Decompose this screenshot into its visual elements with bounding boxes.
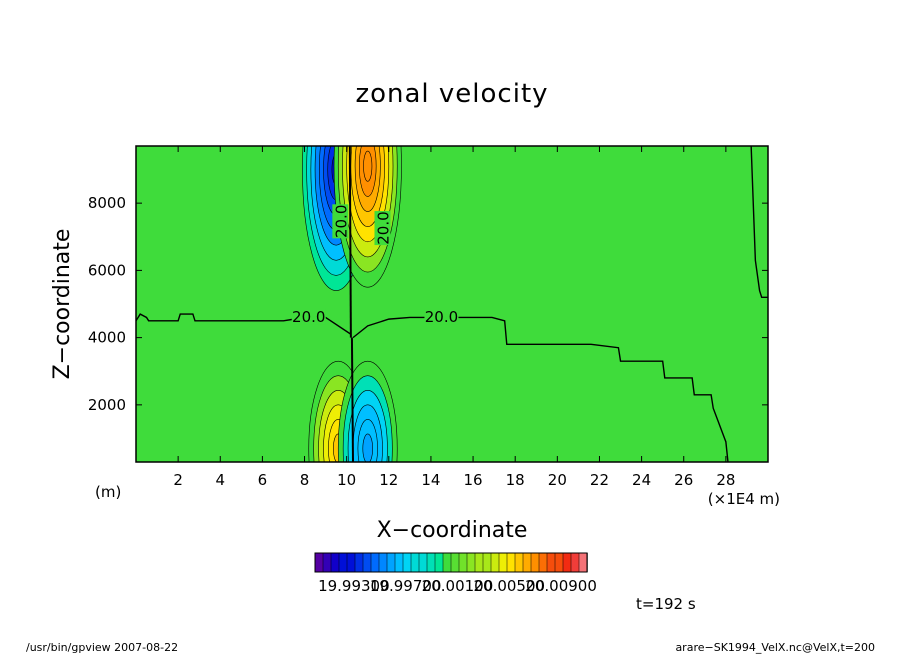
x-tick-label: 8 — [300, 471, 310, 489]
contour-label: 20.0 — [292, 308, 325, 326]
colorbar-segment — [418, 552, 428, 573]
field-background — [136, 146, 768, 462]
colorbar-tick-label: 20.00900 — [525, 577, 597, 595]
colorbar-segment — [394, 552, 404, 573]
colorbar-tick-label: 19.99700 — [370, 577, 442, 595]
time-label: t=192 s — [636, 595, 696, 613]
colorbar-segment — [386, 552, 396, 573]
contour-20-right — [352, 316, 729, 462]
contour-label: 20.0 — [332, 205, 350, 238]
footer-right: arare−SK1994_VelX.nc@VelX,t=200 — [675, 641, 875, 654]
contour-label-bg — [424, 308, 459, 325]
x-tick-label: 24 — [632, 471, 651, 489]
colorbar-segment — [322, 552, 332, 573]
x-tick-label: 10 — [337, 471, 356, 489]
colorbar-segment — [562, 552, 572, 573]
x-tick-label: 2 — [173, 471, 183, 489]
y-tick-label: 2000 — [88, 396, 126, 414]
contour-lines: 20.0 20.0 20.0 20.0 — [136, 146, 768, 462]
plot-frame — [135, 145, 769, 463]
x-tick-label: 26 — [674, 471, 693, 489]
colorbar-segment — [450, 552, 460, 573]
x-tick-label: 6 — [258, 471, 268, 489]
colorbar-segment — [330, 552, 340, 573]
x-tick-label: 14 — [421, 471, 440, 489]
colorbar-segment — [514, 552, 524, 573]
colorbar-segment — [506, 552, 516, 573]
colorbar-segment — [554, 552, 564, 573]
contour-center-lower — [350, 337, 354, 462]
colorbar-segment — [546, 552, 556, 573]
colorbar-segment — [578, 552, 588, 573]
colorbar-segment — [338, 552, 348, 573]
y-tick-label: 4000 — [88, 329, 126, 347]
x-tick-label: 12 — [379, 471, 398, 489]
colorbar-segment — [442, 552, 452, 573]
colorbar-segment — [570, 552, 580, 573]
x-unit-right: (×1E4 m) — [708, 490, 780, 508]
colorbar-segment — [426, 552, 436, 573]
x-tick-label: 4 — [215, 471, 225, 489]
colorbar-segment — [362, 552, 372, 573]
colorbar-segment — [346, 552, 356, 573]
colorbar — [314, 552, 588, 573]
x-axis-ticks: 2 4 6 8 10 12 14 16 18 20 22 24 26 28 — [173, 146, 735, 489]
colorbar-frame — [314, 552, 588, 573]
y-tick-label: 8000 — [88, 194, 126, 212]
chart-title: zonal velocity — [355, 79, 548, 109]
colorbar-segment — [402, 552, 412, 573]
contour-20-edge — [750, 146, 768, 298]
colorbar-segment — [370, 552, 380, 573]
colorbar-segment — [434, 552, 444, 573]
y-tick-label: 6000 — [88, 261, 126, 279]
x-tick-label: 16 — [464, 471, 483, 489]
colorbar-segment — [482, 552, 492, 573]
colorbar-segment — [378, 552, 388, 573]
contour-label: 20.0 — [425, 308, 458, 326]
contour-label-bg — [291, 308, 326, 325]
colorbar-tick-label: 20.00500 — [473, 577, 545, 595]
colorbar-segment — [530, 552, 540, 573]
x-tick-label: 18 — [506, 471, 525, 489]
colorbar-segment — [458, 552, 468, 573]
colorbar-segment — [354, 552, 364, 573]
contour-label-bg — [332, 204, 349, 239]
contour-center-upper — [348, 146, 352, 338]
colorbar-segment — [466, 552, 476, 573]
contour-label-bg — [374, 211, 391, 246]
colorbar-segment — [314, 552, 324, 573]
footer-left: /usr/bin/gpview 2007-08-22 — [26, 641, 178, 654]
contour-label: 20.0 — [374, 211, 392, 244]
colorbar-tick-label: 20.00100 — [422, 577, 494, 595]
x-tick-label: 22 — [590, 471, 609, 489]
colorbar-segment — [410, 552, 420, 573]
x-unit-left: (m) — [95, 483, 121, 501]
x-tick-label: 20 — [548, 471, 567, 489]
colorbar-segment — [498, 552, 508, 573]
colorbar-segment — [474, 552, 484, 573]
x-axis-label: X−coordinate — [377, 518, 528, 543]
colorbar-segment — [522, 552, 532, 573]
lobe-3 — [337, 360, 398, 462]
x-tick-label: 28 — [716, 471, 735, 489]
colorbar-segment — [538, 552, 548, 573]
colorbar-tick-label: 19.99300 — [318, 577, 390, 595]
colorbar-segment — [490, 552, 500, 573]
y-axis-label: Z−coordinate — [50, 229, 75, 380]
y-axis-ticks: 2000 4000 6000 8000 — [88, 194, 768, 414]
